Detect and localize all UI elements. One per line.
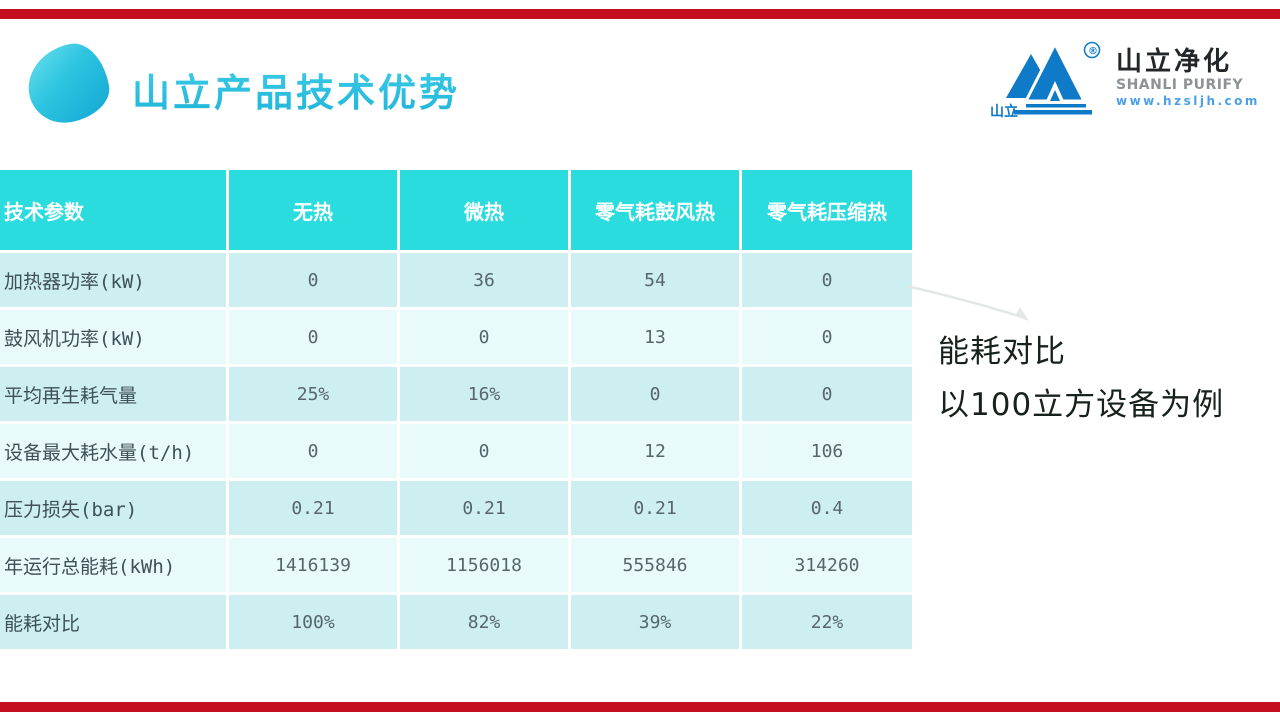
top-accent-bar [0,9,1280,19]
table-cell-value: 54 [571,253,739,307]
table-header-cell: 无热 [229,170,397,250]
table-row-label: 加热器功率(kW) [0,253,226,307]
table-cell-value: 0 [571,367,739,421]
table-cell-value: 0.21 [229,481,397,535]
table-header-cell: 零气耗压缩热 [742,170,912,250]
table-cell-value: 1416139 [229,538,397,592]
table-cell-value: 314260 [742,538,912,592]
table-cell-value: 0.21 [571,481,739,535]
table-cell-value: 100% [229,595,397,649]
table-cell-value: 0 [742,310,912,364]
table-header-cell: 技术参数 [0,170,226,250]
logo-mark-text: 山立 [990,103,1018,118]
table-cell-value: 13 [571,310,739,364]
table-cell-value: 0 [229,253,397,307]
annotation-line-2: 以100立方设备为例 [938,387,1225,424]
table-cell-value: 0 [229,424,397,478]
table-header-cell: 零气耗鼓风热 [571,170,739,250]
registered-mark: ® [1088,46,1098,57]
table-row-label: 平均再生耗气量 [0,367,226,421]
table-cell-value: 0.4 [742,481,912,535]
annotation-line-1: 能耗对比 [938,334,1066,370]
table-cell-value: 0 [742,253,912,307]
table-row-label: 压力损失(bar) [0,481,226,535]
logo-company-name-cn: 山立净化 [1116,46,1233,77]
table-cell-value: 555846 [571,538,739,592]
mountain-logo-icon: 山立 ® [990,40,1101,118]
comparison-table: 技术参数 无热 微热 零气耗鼓风热 零气耗压缩热 加热器功率(kW) 0 36 54 0 鼓风机功率… [0,170,912,649]
table-cell-value: 0 [400,424,568,478]
annotation-block: 能耗对比 以100立方设备为例 [938,326,1224,433]
table-cell-value: 25% [229,367,397,421]
table-cell-value: 82% [400,595,568,649]
table-cell-value: 0 [229,310,397,364]
table-row-label: 年运行总能耗(kWh) [0,538,226,592]
table-cell-value: 0.21 [400,481,568,535]
table-row-label: 能耗对比 [0,595,226,649]
table-cell-value: 36 [400,253,568,307]
table-cell-value: 22% [742,595,912,649]
table-header-cell: 微热 [400,170,568,250]
table-cell-value: 106 [742,424,912,478]
company-logo: 山立 ® 山立净化 SHANLI PURIFY www.hzsljh.com [986,38,1260,118]
title-blob-icon [21,38,115,129]
table-cell-value: 0 [742,367,912,421]
table-cell-value: 16% [400,367,568,421]
table-row-label: 鼓风机功率(kW) [0,310,226,364]
table-cell-value: 0 [400,310,568,364]
table-cell-value: 39% [571,595,739,649]
table-cell-value: 12 [571,424,739,478]
table-row-label: 设备最大耗水量(t/h) [0,424,226,478]
page-title: 山立产品技术优势 [132,62,460,117]
logo-company-name-en: SHANLI PURIFY [1116,77,1244,93]
bottom-accent-bar [0,702,1280,712]
logo-website: www.hzsljh.com [1116,93,1260,108]
callout-arrow-icon [906,284,1029,321]
table-cell-value: 1156018 [400,538,568,592]
